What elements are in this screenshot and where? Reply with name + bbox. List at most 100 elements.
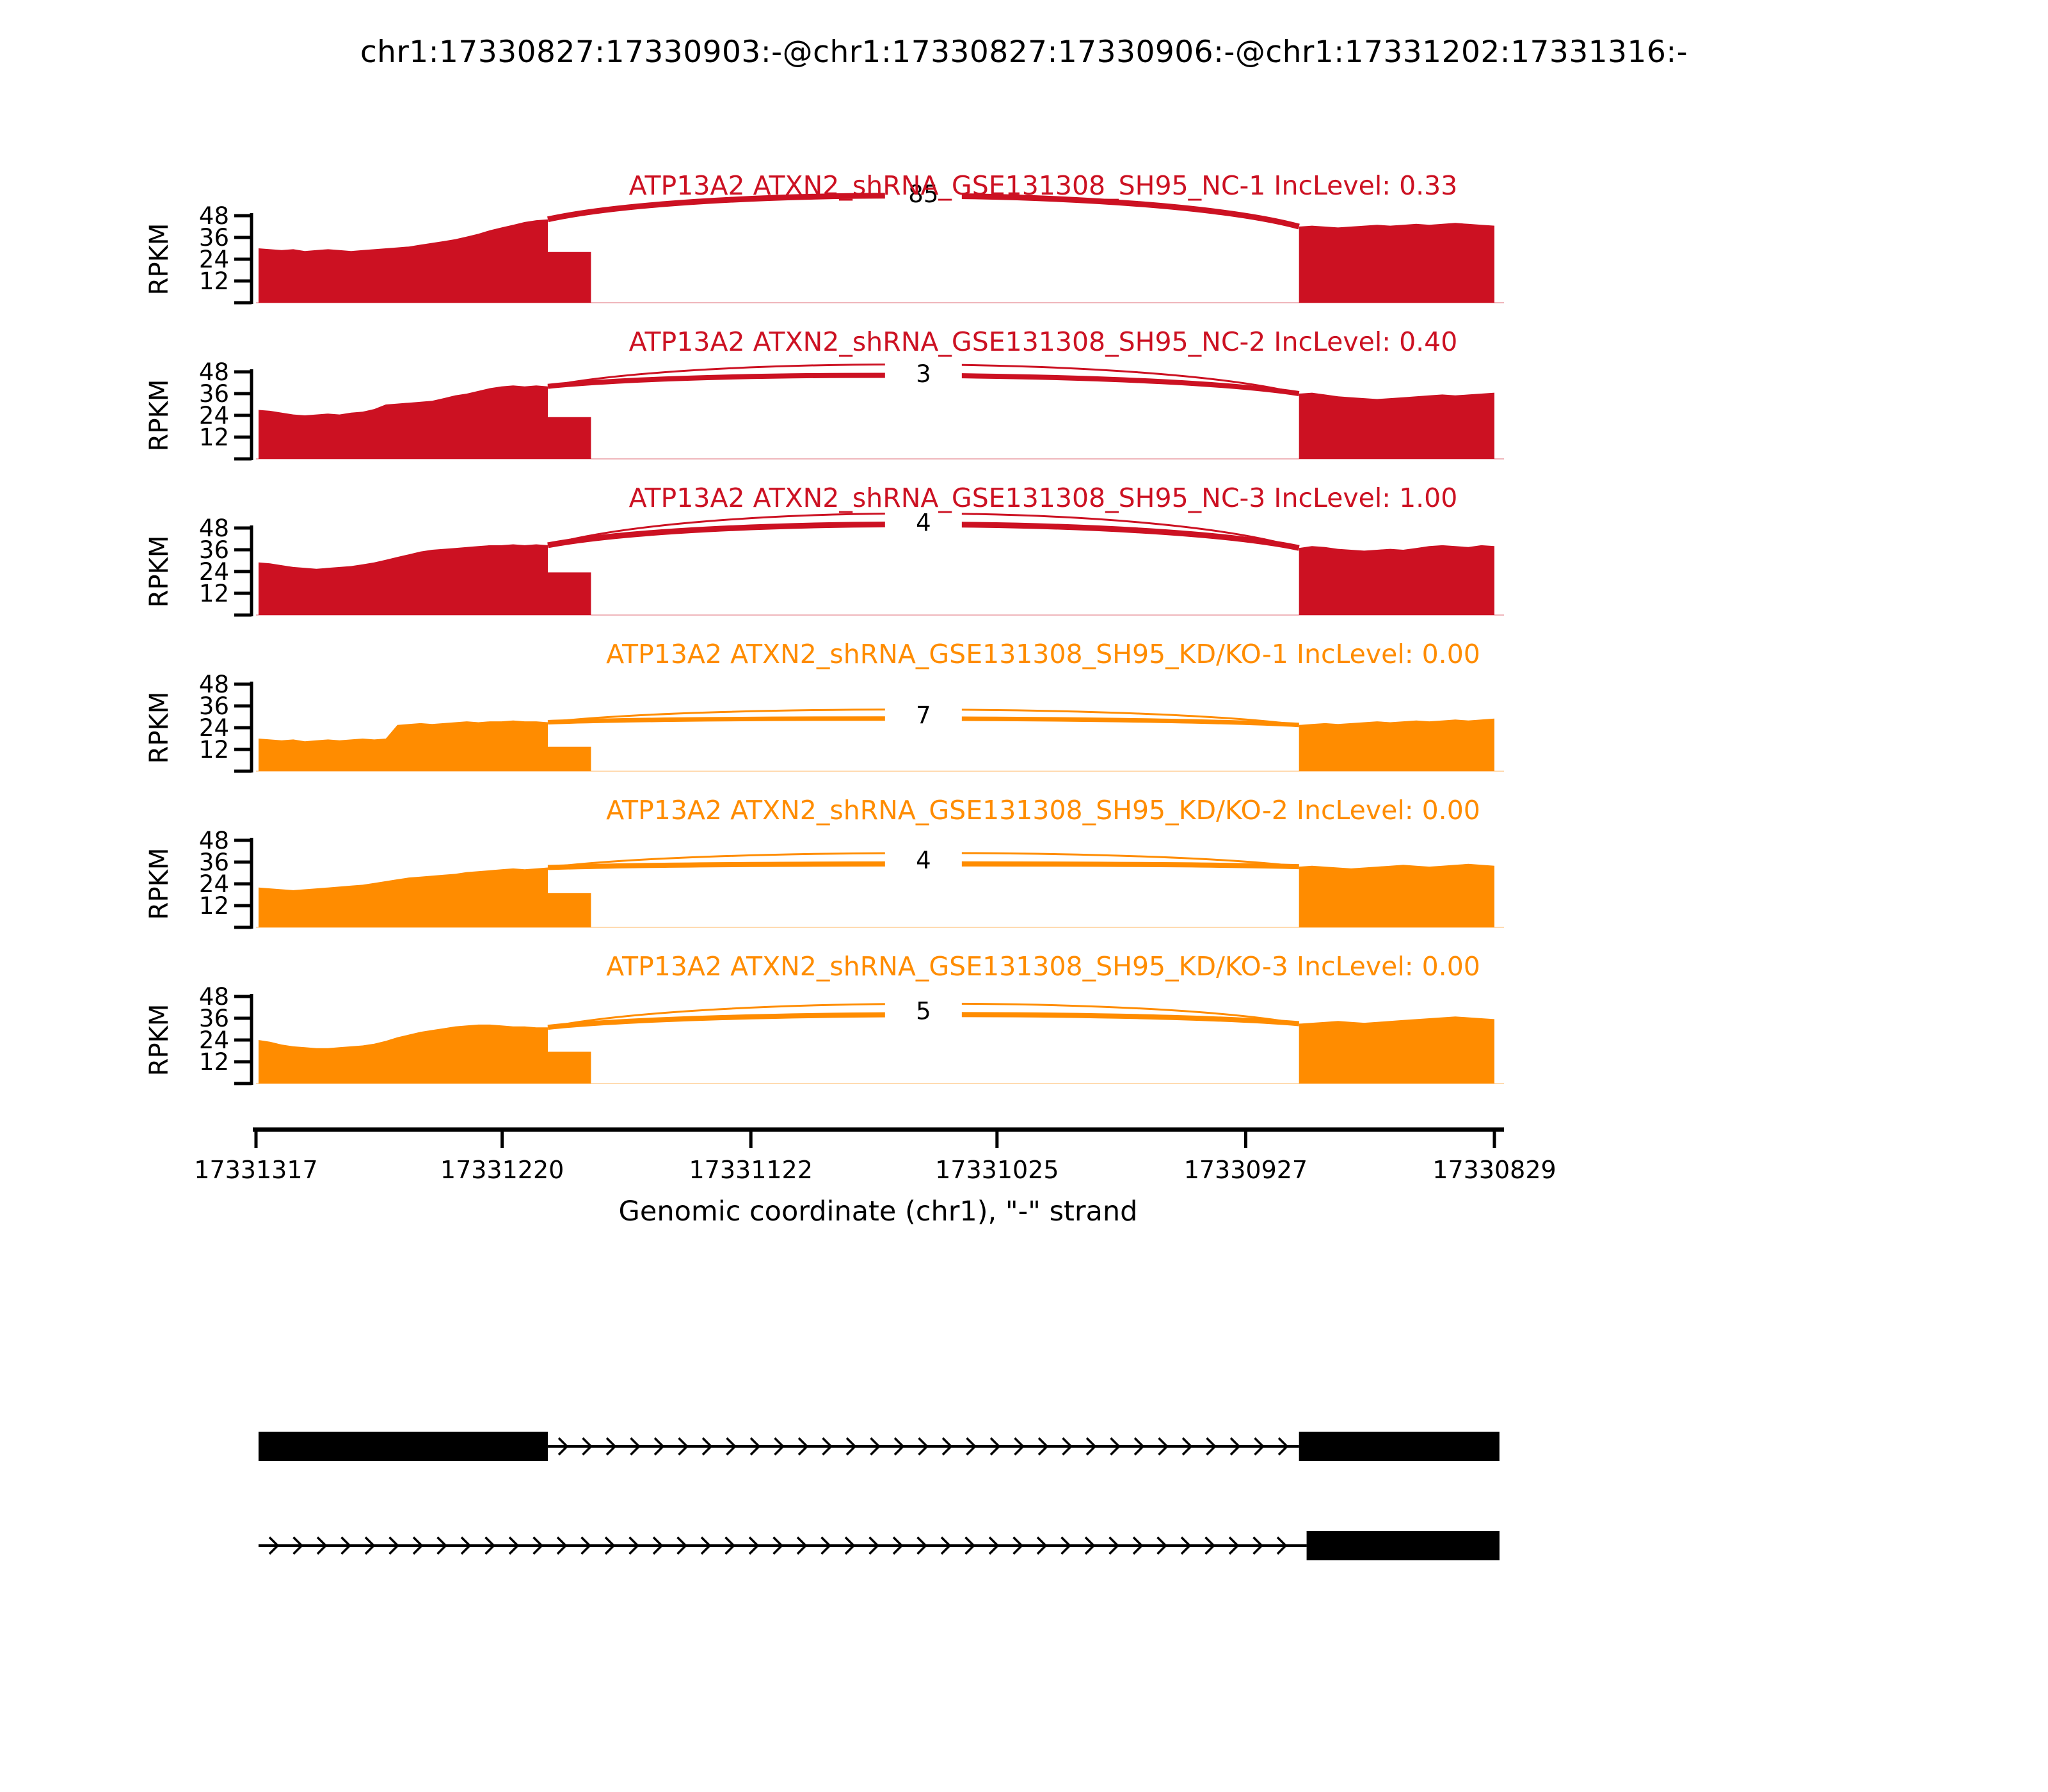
y-tick-label: 36 — [199, 536, 229, 564]
y-tick-label: 48 — [199, 983, 229, 1011]
strand-arrow-icon — [940, 1536, 952, 1555]
track-title: ATP13A2 ATXN2_shRNA_GSE131308_SH95_NC-1 … — [628, 170, 1458, 201]
y-tick-label: 48 — [199, 671, 229, 698]
strand-arrow-icon — [1181, 1437, 1193, 1456]
strand-arrow-icon — [772, 1536, 783, 1555]
strand-arrow-icon — [1228, 1536, 1240, 1555]
exon-box — [1306, 1531, 1500, 1560]
y-tick-label: 12 — [199, 892, 229, 920]
coverage-left-exon — [258, 385, 591, 459]
strand-arrow-icon — [964, 1536, 975, 1555]
y-tick-label: 24 — [199, 1027, 229, 1054]
y-tick-label: 24 — [199, 870, 229, 898]
track-title: ATP13A2 ATXN2_shRNA_GSE131308_SH95_NC-3 … — [628, 483, 1458, 513]
strand-arrow-icon — [292, 1536, 303, 1555]
junction-label-gap — [884, 836, 962, 872]
strand-arrow-icon — [724, 1536, 735, 1555]
x-tick-label: 17330829 — [1432, 1156, 1556, 1184]
strand-arrow-icon — [893, 1437, 905, 1456]
strand-arrow-icon — [749, 1437, 761, 1456]
strand-arrow-icon — [316, 1536, 328, 1555]
strand-arrow-icon — [388, 1536, 399, 1555]
strand-arrow-icon — [1277, 1437, 1289, 1456]
junction-count: 4 — [916, 847, 931, 874]
x-axis-title: Genomic coordinate (chr1), "-" strand — [618, 1196, 1138, 1228]
y-axis-title: RPKM — [145, 223, 174, 296]
y-tick-label: 36 — [199, 224, 229, 252]
coverage-left-exon — [258, 867, 591, 927]
junction-count: 4 — [916, 509, 931, 537]
y-tick-label: 48 — [199, 827, 229, 854]
strand-arrow-icon — [1206, 1437, 1217, 1456]
junction-label-gap — [884, 348, 962, 383]
junction-label-gap — [884, 179, 962, 204]
coverage-left-exon — [258, 1024, 591, 1084]
strand-arrow-icon — [1204, 1536, 1215, 1555]
strand-arrow-icon — [941, 1437, 953, 1456]
y-axis-title: RPKM — [145, 380, 174, 452]
strand-arrow-icon — [820, 1536, 831, 1555]
junction-count: 7 — [916, 701, 931, 729]
strand-arrow-icon — [1110, 1437, 1121, 1456]
coverage-right-exon — [1299, 545, 1494, 615]
y-tick-label: 36 — [199, 1005, 229, 1032]
x-tick-label: 17331317 — [194, 1156, 317, 1184]
strand-arrow-icon — [966, 1437, 977, 1456]
y-tick-label: 36 — [199, 692, 229, 720]
y-tick-label: 36 — [199, 849, 229, 876]
strand-arrow-icon — [1036, 1536, 1048, 1555]
y-axis-title: RPKM — [145, 1004, 174, 1076]
strand-arrow-icon — [412, 1536, 424, 1555]
junction-count: 85 — [908, 180, 938, 208]
strand-arrow-icon — [797, 1437, 809, 1456]
x-tick-label: 17330927 — [1184, 1156, 1308, 1184]
junction-count: 5 — [916, 998, 931, 1025]
coverage-right-exon — [1299, 1016, 1494, 1084]
y-axis-title: RPKM — [145, 536, 174, 608]
strand-arrow-icon — [1012, 1536, 1023, 1555]
strand-arrow-icon — [630, 1437, 641, 1456]
strand-arrow-icon — [844, 1536, 856, 1555]
strand-arrow-icon — [580, 1536, 591, 1555]
strand-arrow-icon — [892, 1536, 904, 1555]
strand-arrow-icon — [652, 1536, 664, 1555]
coverage-left-exon — [258, 544, 591, 615]
coverage-left-exon — [258, 219, 591, 303]
strand-arrow-icon — [1276, 1536, 1288, 1555]
coverage-right-exon — [1299, 392, 1494, 459]
y-tick-label: 12 — [199, 424, 229, 451]
strand-arrow-icon — [868, 1536, 879, 1555]
strand-arrow-icon — [364, 1536, 376, 1555]
junction-label-gap — [884, 987, 962, 1023]
exon-box — [1299, 1432, 1500, 1461]
y-tick-label: 48 — [199, 202, 229, 230]
y-axis-title: RPKM — [145, 848, 174, 920]
strand-arrow-icon — [700, 1536, 712, 1555]
strand-arrow-icon — [1132, 1536, 1144, 1555]
strand-arrow-icon — [1254, 1437, 1265, 1456]
strand-arrow-icon — [1229, 1437, 1241, 1456]
track-title: ATP13A2 ATXN2_shRNA_GSE131308_SH95_KD/KO… — [606, 951, 1480, 982]
strand-arrow-icon — [556, 1536, 568, 1555]
coverage-right-exon — [1299, 223, 1494, 303]
strand-arrow-icon — [582, 1437, 593, 1456]
strand-arrow-icon — [845, 1437, 857, 1456]
strand-arrow-icon — [508, 1536, 520, 1555]
strand-arrow-icon — [1133, 1437, 1145, 1456]
strand-arrow-icon — [1180, 1536, 1192, 1555]
strand-arrow-icon — [628, 1536, 639, 1555]
coverage-right-exon — [1299, 718, 1494, 771]
strand-arrow-icon — [918, 1437, 929, 1456]
y-axis-title: RPKM — [145, 692, 174, 764]
strand-arrow-icon — [676, 1536, 687, 1555]
strand-arrow-icon — [605, 1437, 617, 1456]
coverage-right-exon — [1299, 863, 1494, 927]
strand-arrow-icon — [1037, 1437, 1049, 1456]
strand-arrow-icon — [460, 1536, 472, 1555]
track-title: ATP13A2 ATXN2_shRNA_GSE131308_SH95_KD/KO… — [606, 795, 1480, 826]
strand-arrow-icon — [726, 1437, 737, 1456]
strand-arrow-icon — [557, 1437, 569, 1456]
strand-arrow-icon — [1252, 1536, 1263, 1555]
